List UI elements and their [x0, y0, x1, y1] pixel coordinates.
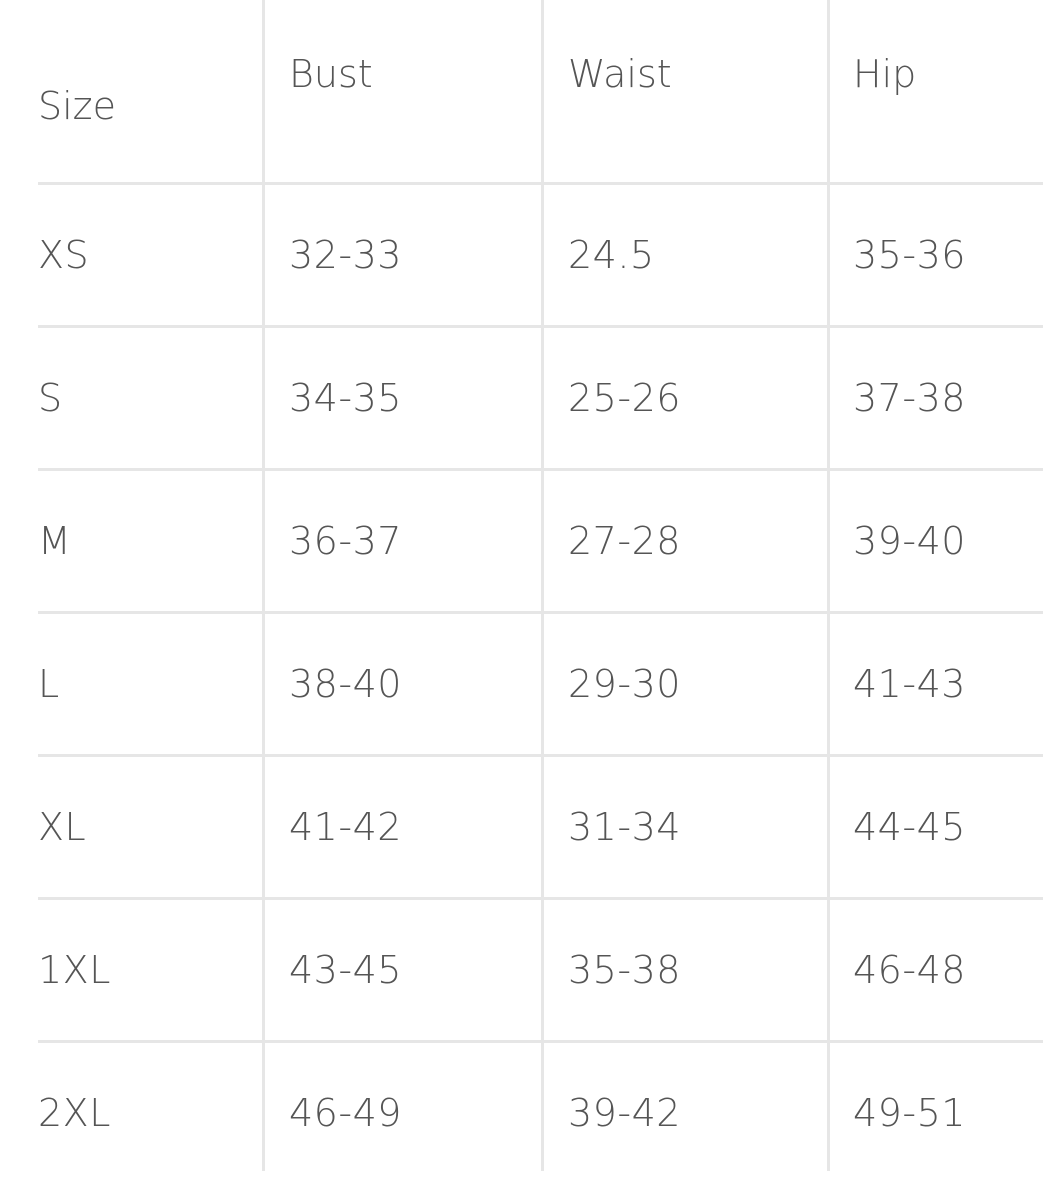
- cell-bust: 43-45: [289, 948, 402, 992]
- row-divider: [38, 611, 1043, 614]
- row-divider: [38, 468, 1043, 471]
- cell-hip: 49-51: [853, 1091, 966, 1135]
- row-divider: [38, 325, 1043, 328]
- row-divider: [38, 182, 1043, 185]
- row-divider: [38, 754, 1043, 757]
- header-size: Size: [38, 84, 117, 128]
- cell-waist: 24.5: [568, 233, 655, 277]
- cell-waist: 35-38: [568, 948, 681, 992]
- cell-bust: 34-35: [289, 376, 402, 420]
- cell-waist: 29-30: [568, 662, 681, 706]
- cell-hip: 46-48: [853, 948, 966, 992]
- header-bust: Bust: [289, 52, 373, 96]
- cell-size: M: [38, 519, 72, 563]
- row-divider: [38, 1040, 1043, 1043]
- column-divider: [262, 0, 265, 1171]
- cell-size: 2XL: [38, 1091, 111, 1135]
- cell-bust: 32-33: [289, 233, 402, 277]
- header-hip: Hip: [853, 52, 917, 96]
- cell-bust: 41-42: [289, 805, 402, 849]
- cell-hip: 35-36: [853, 233, 966, 277]
- header-waist: Waist: [568, 52, 672, 96]
- cell-size: S: [38, 376, 63, 420]
- cell-waist: 31-34: [568, 805, 681, 849]
- cell-size: XS: [38, 233, 90, 277]
- cell-bust: 46-49: [289, 1091, 402, 1135]
- cell-bust: 36-37: [289, 519, 402, 563]
- cell-size: L: [38, 662, 60, 706]
- cell-waist: 27-28: [568, 519, 681, 563]
- cell-hip: 44-45: [853, 805, 966, 849]
- cell-size: 1XL: [38, 948, 111, 992]
- cell-waist: 25-26: [568, 376, 681, 420]
- cell-waist: 39-42: [568, 1091, 681, 1135]
- cell-bust: 38-40: [289, 662, 402, 706]
- cell-hip: 41-43: [853, 662, 966, 706]
- cell-hip: 39-40: [853, 519, 966, 563]
- cell-hip: 37-38: [853, 376, 966, 420]
- column-divider: [541, 0, 544, 1171]
- column-divider: [827, 0, 830, 1171]
- cell-size: XL: [38, 805, 87, 849]
- row-divider: [38, 897, 1043, 900]
